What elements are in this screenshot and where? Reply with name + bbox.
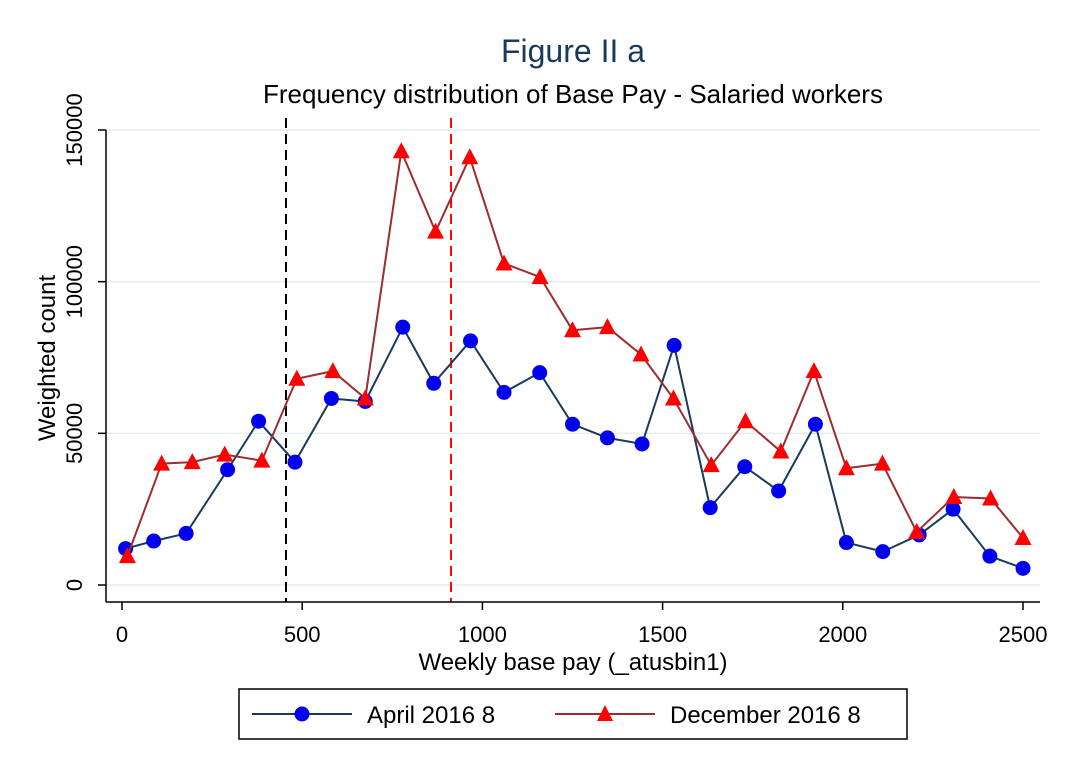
data-point — [426, 375, 442, 391]
data-point — [427, 222, 445, 239]
data-point — [598, 318, 616, 335]
data-point — [702, 456, 720, 473]
legend-marker-april — [294, 706, 310, 722]
data-point — [945, 501, 961, 517]
data-point — [599, 430, 615, 446]
data-point — [146, 533, 162, 549]
data-point — [771, 483, 787, 499]
y-tick-label: 0 — [62, 579, 87, 591]
data-point — [805, 362, 823, 379]
data-point — [220, 462, 236, 478]
data-point — [1014, 528, 1032, 545]
y-tick-label: 100000 — [62, 245, 87, 318]
data-point — [632, 345, 650, 362]
data-point — [664, 389, 682, 406]
data-point — [873, 454, 891, 471]
data-point — [666, 337, 682, 353]
data-point — [253, 451, 271, 468]
data-point — [288, 369, 306, 386]
data-point — [737, 459, 753, 475]
data-point — [251, 413, 267, 429]
legend-label-april: April 2016 8 — [367, 702, 495, 729]
data-point — [1015, 560, 1031, 576]
data-point — [323, 390, 339, 406]
data-point — [702, 500, 718, 516]
data-point — [736, 412, 754, 429]
data-point — [945, 488, 963, 505]
x-tick-label: 2500 — [999, 622, 1048, 647]
x-axis-label: Weekly base pay (_atusbin1) — [418, 649, 727, 676]
data-point — [216, 445, 234, 462]
data-point — [392, 142, 410, 159]
data-point — [183, 453, 201, 470]
legend-label-december: December 2016 8 — [670, 702, 861, 729]
data-point — [324, 362, 342, 379]
data-point — [463, 333, 479, 349]
y-axis-ticks: 0 50000 100000 150000 — [62, 93, 106, 591]
data-point — [118, 547, 136, 564]
data-point — [634, 436, 650, 452]
y-axis-label: Weighted count — [34, 275, 61, 442]
data-point — [153, 454, 171, 471]
y-tick-label: 50000 — [62, 403, 87, 464]
x-tick-label: 0 — [116, 622, 128, 647]
data-point — [982, 489, 1000, 506]
data-point — [772, 442, 790, 459]
data-point — [875, 544, 891, 560]
series-group — [118, 142, 1032, 576]
data-point — [908, 522, 926, 539]
x-tick-label: 2000 — [818, 622, 867, 647]
x-tick-label: 500 — [284, 622, 321, 647]
series-december — [118, 142, 1032, 564]
chart-title: Figure II a — [501, 33, 645, 69]
data-point — [532, 365, 548, 381]
data-point — [496, 384, 512, 400]
data-point — [838, 535, 854, 551]
grid-lines — [106, 129, 1040, 586]
data-point — [495, 254, 513, 271]
data-point — [531, 268, 549, 285]
data-point — [395, 319, 411, 335]
legend-marker-december — [597, 705, 613, 721]
x-tick-label: 1000 — [458, 622, 507, 647]
axes — [105, 130, 1040, 603]
series-april — [118, 319, 1031, 576]
x-tick-label: 1500 — [638, 622, 687, 647]
data-point — [982, 548, 998, 564]
data-point — [807, 416, 823, 432]
data-point — [565, 416, 580, 432]
legend: April 2016 8 December 2016 8 — [238, 688, 908, 740]
data-point — [356, 389, 374, 406]
data-point — [461, 148, 479, 165]
data-point — [178, 525, 194, 541]
chart-subtitle: Frequency distribution of Base Pay - Sal… — [263, 79, 883, 109]
data-point — [287, 454, 303, 470]
y-tick-label: 150000 — [62, 93, 87, 166]
data-point — [837, 459, 855, 476]
data-point — [564, 321, 581, 338]
x-axis-ticks: 0 500 1000 1500 2000 2500 — [116, 602, 1048, 647]
